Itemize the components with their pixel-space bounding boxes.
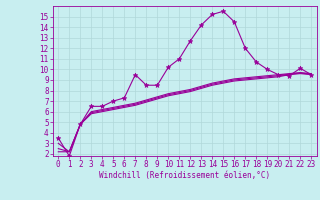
X-axis label: Windchill (Refroidissement éolien,°C): Windchill (Refroidissement éolien,°C) bbox=[99, 171, 270, 180]
